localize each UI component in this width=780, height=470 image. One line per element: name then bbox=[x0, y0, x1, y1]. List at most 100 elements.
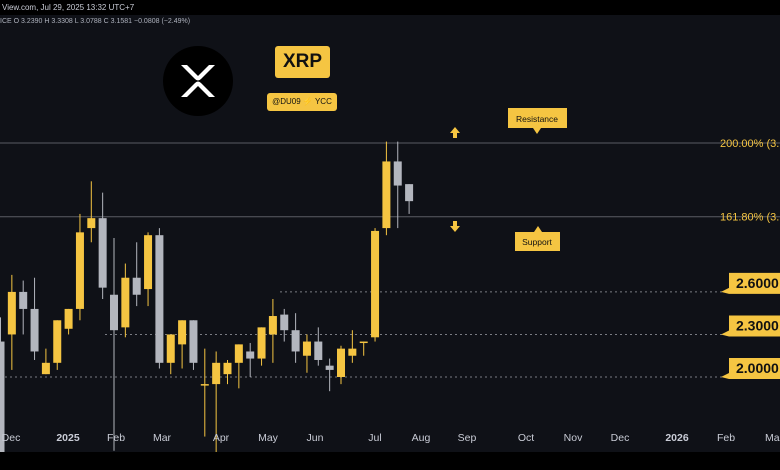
x-tick-label: Apr bbox=[213, 432, 230, 444]
candle bbox=[268, 299, 277, 363]
candle bbox=[64, 308, 73, 335]
price-level-tag bbox=[721, 315, 780, 337]
candle bbox=[30, 277, 39, 360]
candle-body bbox=[53, 320, 62, 363]
candle bbox=[98, 192, 107, 299]
candle bbox=[302, 334, 311, 373]
candle-body bbox=[212, 362, 221, 385]
price-level-value: 2.6000 bbox=[736, 275, 779, 291]
candle-body bbox=[371, 230, 380, 338]
ohlc-readout: ICE O 3.2390 H 3.3308 L 3.0788 C 3.1581 … bbox=[0, 18, 191, 25]
x-tick-label: Dec bbox=[2, 432, 21, 444]
candle bbox=[178, 320, 187, 369]
x-tick-label: Feb bbox=[717, 432, 735, 444]
candle bbox=[223, 359, 232, 385]
candle bbox=[382, 141, 391, 236]
candle-body bbox=[64, 308, 73, 329]
author-handle-badge: @DU09 ⚡ YCC bbox=[267, 93, 337, 111]
candle bbox=[41, 348, 50, 375]
x-tick-label: Jul bbox=[368, 432, 381, 444]
candle-body bbox=[234, 344, 243, 363]
candle bbox=[200, 348, 209, 437]
header-source: View.com, Jul 29, 2025 13:32 UTC+7 bbox=[2, 3, 135, 12]
candle-body bbox=[393, 161, 402, 186]
bottom-bar bbox=[0, 452, 780, 470]
x-tick-label: Mar bbox=[153, 432, 172, 444]
x-tick-label: Oct bbox=[518, 432, 534, 444]
candle-body bbox=[302, 341, 311, 356]
candle-body bbox=[121, 277, 130, 328]
candle-body bbox=[7, 291, 16, 335]
x-tick-label: Feb bbox=[107, 432, 125, 444]
annotations-layer: Resistance Support bbox=[450, 108, 567, 251]
candle-body bbox=[19, 291, 28, 309]
xrp-title-badge: XRP bbox=[275, 46, 330, 78]
support-callout bbox=[515, 226, 560, 251]
candle-body bbox=[98, 218, 107, 288]
arrow-down-icon bbox=[450, 221, 460, 232]
candle-body bbox=[155, 235, 164, 363]
x-tick-label: May bbox=[258, 432, 279, 444]
candle-body bbox=[87, 218, 96, 229]
price-level-tag bbox=[721, 358, 780, 379]
x-tick-label: 2026 bbox=[665, 432, 689, 444]
x-tick-label: Aug bbox=[412, 432, 431, 444]
xrp-logo-icon bbox=[163, 46, 233, 116]
candle-body bbox=[41, 362, 50, 375]
candle-body bbox=[291, 330, 300, 352]
candle-body bbox=[0, 341, 5, 455]
price-level-value: 2.0000 bbox=[736, 360, 779, 376]
candle bbox=[53, 320, 62, 370]
candle bbox=[325, 358, 334, 392]
candle bbox=[7, 274, 16, 370]
x-tick-label: Jun bbox=[307, 432, 324, 444]
support-label: Support bbox=[522, 237, 552, 247]
candle bbox=[280, 308, 289, 342]
candle-body bbox=[257, 327, 266, 359]
resistance-label: Resistance bbox=[516, 114, 558, 124]
candle-body bbox=[144, 235, 153, 290]
candle bbox=[257, 327, 266, 366]
candle bbox=[371, 228, 380, 342]
fib-level-label: 200.00% (3. bbox=[720, 138, 779, 150]
candle-body bbox=[132, 277, 141, 295]
fib-level-label: 161.80% (3. bbox=[720, 212, 779, 224]
candle bbox=[314, 327, 323, 366]
candle bbox=[359, 341, 368, 356]
candle bbox=[144, 232, 153, 307]
candle bbox=[121, 263, 130, 338]
candle bbox=[132, 242, 141, 307]
candle bbox=[166, 334, 175, 375]
x-tick-label: Sep bbox=[458, 432, 477, 444]
levels-layer: 200.00% (3. 161.80% (3. 2.6000 2.3000 2.0000 bbox=[0, 138, 780, 379]
candle-body bbox=[337, 348, 345, 377]
candle-body bbox=[75, 232, 84, 309]
candle-body bbox=[268, 316, 277, 335]
candle bbox=[291, 313, 300, 363]
candle-body bbox=[30, 308, 39, 352]
candle bbox=[405, 184, 414, 214]
candle bbox=[348, 330, 357, 363]
candle-body bbox=[348, 348, 357, 356]
x-tick-label: 2025 bbox=[56, 432, 80, 444]
candle bbox=[246, 342, 255, 377]
candle-body bbox=[382, 161, 391, 229]
candle-body bbox=[405, 184, 414, 202]
candle bbox=[110, 238, 118, 451]
x-tick-label: Dec bbox=[611, 432, 630, 444]
candle-body bbox=[178, 320, 187, 345]
xrp-x-mark-icon bbox=[181, 65, 215, 97]
candle-body bbox=[314, 341, 323, 360]
candle-body bbox=[246, 351, 255, 359]
candle bbox=[189, 320, 198, 370]
candle bbox=[337, 345, 345, 385]
resistance-callout bbox=[508, 108, 567, 134]
x-axis: Dec 2025 Feb Mar Apr May Jun Jul Aug Sep Oct Nov Dec… bbox=[2, 432, 780, 444]
candle bbox=[212, 351, 221, 455]
candle-body bbox=[200, 384, 209, 386]
candle-body bbox=[223, 362, 232, 375]
price-level-value: 2.3000 bbox=[736, 317, 779, 333]
candle-body bbox=[280, 314, 289, 331]
candles-layer bbox=[0, 141, 414, 455]
